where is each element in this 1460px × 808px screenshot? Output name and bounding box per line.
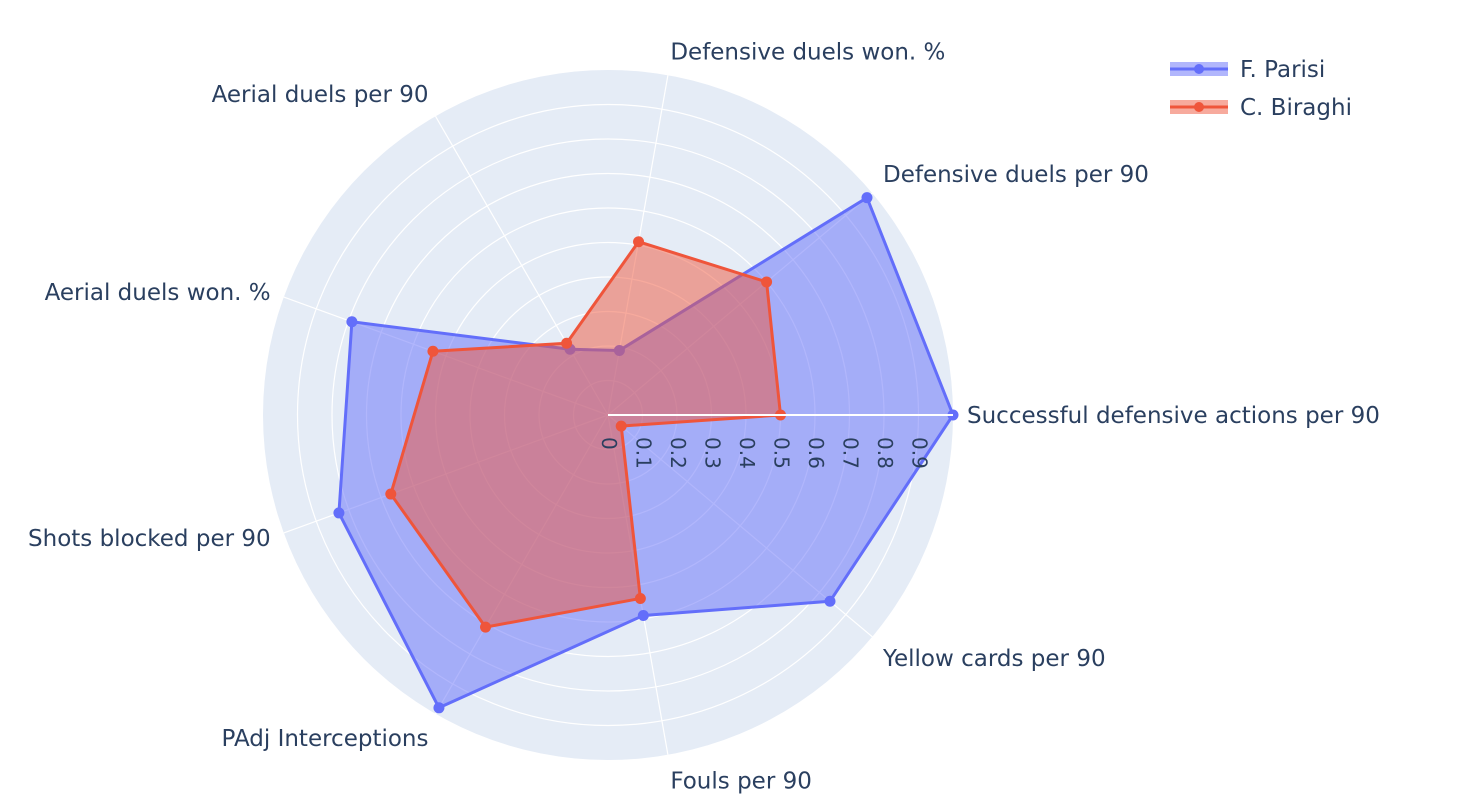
- radial-tick-label: 0: [597, 437, 621, 450]
- category-label: Yellow cards per 90: [882, 646, 1106, 672]
- radial-tick-labels: 0 0.1 0.2 0.3 0.4 0.5 0.6 0.7 0.8 0.9: [597, 414, 953, 469]
- radial-tick-label: 0.4: [735, 437, 759, 469]
- radial-tick-label: 0.5: [770, 437, 794, 469]
- radial-tick-label: 0.3: [701, 437, 725, 469]
- data-point[interactable]: [346, 316, 358, 328]
- series-layer: [333, 192, 959, 714]
- category-label: Aerial duels won. %: [45, 280, 271, 306]
- category-label: Defensive duels per 90: [883, 162, 1149, 188]
- category-label: PAdj Interceptions: [222, 726, 429, 752]
- legend: F. Parisi C. Biraghi: [1170, 57, 1352, 121]
- data-point[interactable]: [385, 488, 397, 500]
- data-point[interactable]: [561, 337, 573, 349]
- data-point[interactable]: [633, 236, 645, 248]
- category-label: Defensive duels won. %: [670, 39, 945, 65]
- data-point[interactable]: [480, 621, 492, 633]
- data-point[interactable]: [433, 702, 445, 714]
- angular-axis-labels: Successful defensive actions per 90 Defen…: [28, 39, 1380, 794]
- legend-label-parisi: F. Parisi: [1240, 57, 1325, 83]
- data-point[interactable]: [861, 192, 873, 204]
- category-label: Shots blocked per 90: [28, 526, 271, 552]
- series-area[interactable]: [389, 240, 782, 629]
- radial-tick-label: 0.7: [839, 437, 863, 469]
- legend-marker-biraghi: [1194, 102, 1204, 112]
- radial-tick-label: 0.2: [666, 437, 690, 469]
- legend-label-biraghi: C. Biraghi: [1240, 95, 1352, 121]
- data-point[interactable]: [637, 609, 649, 621]
- legend-item-biraghi[interactable]: C. Biraghi: [1170, 95, 1352, 121]
- category-label: Aerial duels per 90: [212, 82, 429, 108]
- data-point[interactable]: [761, 276, 773, 288]
- data-point[interactable]: [427, 345, 439, 357]
- data-point[interactable]: [824, 595, 836, 607]
- data-point[interactable]: [615, 420, 627, 432]
- category-label: Fouls per 90: [670, 769, 812, 795]
- radial-tick-label: 0.1: [632, 437, 656, 469]
- data-point[interactable]: [333, 507, 345, 519]
- legend-item-parisi[interactable]: F. Parisi: [1170, 57, 1325, 83]
- legend-marker-parisi: [1194, 64, 1204, 74]
- series-biraghi: [385, 236, 786, 633]
- radial-tick-label: 0.6: [804, 437, 828, 469]
- radial-tick-label: 0.8: [873, 437, 897, 469]
- data-point[interactable]: [634, 592, 646, 604]
- radial-tick-label: 0.9: [908, 437, 932, 469]
- category-label: Successful defensive actions per 90: [967, 403, 1380, 429]
